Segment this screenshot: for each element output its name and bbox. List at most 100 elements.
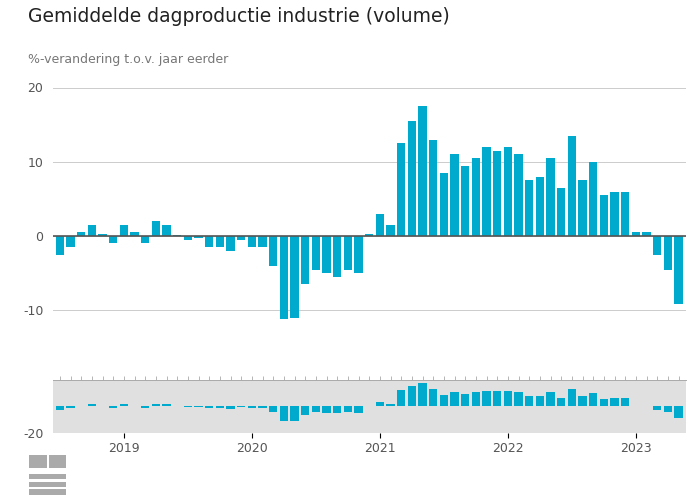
Bar xyxy=(290,236,299,318)
Bar xyxy=(333,406,342,413)
Bar xyxy=(504,390,512,406)
Bar xyxy=(258,236,267,247)
Bar xyxy=(568,388,576,406)
Bar xyxy=(397,390,405,406)
Bar xyxy=(397,143,405,236)
Bar xyxy=(514,154,523,236)
Bar xyxy=(56,236,64,255)
Bar xyxy=(557,188,566,236)
Bar xyxy=(557,398,566,406)
Bar xyxy=(49,454,66,468)
Bar xyxy=(269,406,277,411)
Bar xyxy=(216,406,224,408)
Bar xyxy=(547,392,554,406)
Bar xyxy=(280,406,288,421)
Bar xyxy=(461,166,470,236)
Bar xyxy=(77,232,85,236)
Bar xyxy=(258,406,267,408)
Bar xyxy=(578,180,587,236)
Bar xyxy=(472,158,480,236)
Bar xyxy=(88,404,96,406)
Bar xyxy=(162,404,171,406)
Bar xyxy=(205,406,214,408)
Bar xyxy=(312,406,320,412)
Bar xyxy=(621,192,629,236)
Bar xyxy=(109,236,118,244)
Bar xyxy=(547,158,554,236)
Bar xyxy=(184,406,192,407)
Bar xyxy=(141,406,149,407)
Bar xyxy=(482,390,491,406)
Bar xyxy=(269,236,277,266)
Bar xyxy=(408,121,416,236)
Bar xyxy=(674,406,682,418)
Bar xyxy=(610,192,619,236)
Bar xyxy=(610,398,619,406)
Bar xyxy=(386,404,395,406)
Bar xyxy=(248,406,256,408)
Bar xyxy=(323,236,330,273)
Bar xyxy=(504,147,512,236)
Bar xyxy=(621,398,629,406)
Bar xyxy=(482,147,491,236)
Bar xyxy=(631,232,640,236)
Bar xyxy=(568,136,576,236)
Bar xyxy=(226,406,234,409)
Bar xyxy=(29,454,46,468)
Bar xyxy=(66,236,75,247)
Bar xyxy=(525,396,533,406)
Bar xyxy=(589,162,597,236)
Bar xyxy=(643,232,651,236)
Bar xyxy=(66,406,75,408)
Bar xyxy=(333,236,342,277)
Bar xyxy=(461,394,470,406)
Bar xyxy=(514,392,523,406)
Bar xyxy=(386,225,395,236)
Bar xyxy=(429,140,438,236)
Bar xyxy=(429,389,438,406)
Bar xyxy=(440,173,448,236)
Bar xyxy=(109,406,118,407)
Bar xyxy=(173,234,181,236)
Bar xyxy=(365,234,373,236)
Bar xyxy=(29,474,66,479)
Bar xyxy=(589,393,597,406)
Bar xyxy=(152,404,160,406)
Bar xyxy=(344,406,352,412)
Bar xyxy=(237,406,246,407)
Bar xyxy=(450,154,459,236)
Bar xyxy=(664,406,672,412)
Bar xyxy=(290,406,299,420)
Bar xyxy=(450,392,459,406)
Bar xyxy=(376,214,384,236)
Bar xyxy=(493,150,501,236)
Bar xyxy=(162,225,171,236)
Bar xyxy=(536,176,544,236)
Bar xyxy=(312,236,320,270)
Bar xyxy=(248,236,256,247)
Bar xyxy=(344,236,352,270)
Bar xyxy=(525,180,533,236)
Bar xyxy=(152,221,160,236)
Bar xyxy=(88,225,96,236)
Bar xyxy=(419,106,427,236)
Bar xyxy=(226,236,234,251)
Bar xyxy=(195,236,203,238)
Bar xyxy=(56,406,64,409)
Bar xyxy=(600,399,608,406)
Bar xyxy=(536,396,544,406)
Bar xyxy=(376,402,384,406)
Bar xyxy=(408,386,416,406)
Bar xyxy=(419,384,427,406)
Bar xyxy=(440,395,448,406)
Bar xyxy=(130,232,139,236)
Bar xyxy=(301,406,309,415)
Bar xyxy=(664,236,672,270)
Bar xyxy=(354,406,363,413)
Bar xyxy=(323,406,330,413)
Bar xyxy=(99,234,107,236)
Bar xyxy=(354,236,363,273)
Bar xyxy=(280,236,288,320)
Bar xyxy=(600,195,608,236)
Bar xyxy=(237,236,246,240)
